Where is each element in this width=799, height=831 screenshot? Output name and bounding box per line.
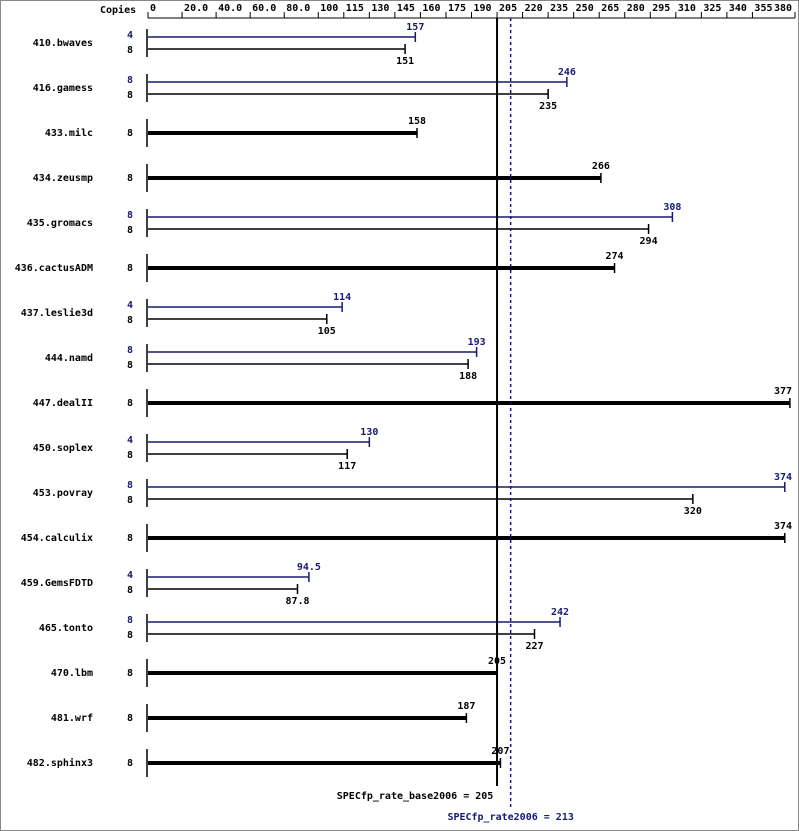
- copies-label: 8: [127, 495, 133, 506]
- x-tick-label: 235: [550, 3, 568, 14]
- copies-label: 4: [127, 300, 133, 311]
- category-label: 470.lbm: [51, 668, 93, 679]
- copies-label: 8: [127, 615, 133, 626]
- category-label: 435.gromacs: [27, 218, 93, 229]
- value-label: 158: [408, 116, 426, 127]
- category-label: 450.soplex: [33, 443, 93, 454]
- value-label: 308: [663, 202, 681, 213]
- value-label: 187: [457, 701, 475, 712]
- x-tick-label: 310: [678, 3, 696, 14]
- x-tick-label: 340: [729, 3, 747, 14]
- x-tick-label: 220: [525, 3, 543, 14]
- category-label: 436.cactusADM: [15, 263, 93, 274]
- copies-label: 8: [127, 668, 133, 679]
- copies-label: 8: [127, 263, 133, 274]
- value-label: 246: [558, 67, 576, 78]
- x-tick-label: 145: [397, 3, 415, 14]
- copies-header: Copies: [100, 4, 136, 16]
- value-label: 105: [318, 326, 336, 337]
- value-label: 374: [774, 521, 792, 532]
- copies-label: 8: [127, 345, 133, 356]
- copies-label: 8: [127, 90, 133, 101]
- reference-label: SPECfp_rate2006 = 213: [447, 812, 573, 823]
- value-label: 242: [551, 607, 569, 618]
- x-tick-label: 265: [601, 3, 619, 14]
- x-tick-label: 115: [346, 3, 364, 14]
- value-label: 130: [360, 427, 378, 438]
- x-tick-label: 100: [320, 3, 338, 14]
- copies-label: 8: [127, 713, 133, 724]
- value-label: 94.5: [297, 562, 321, 573]
- copies-label: 8: [127, 173, 133, 184]
- category-label: 434.zeusmp: [33, 173, 93, 184]
- x-tick-label: 20.0: [184, 3, 208, 14]
- value-label: 87.8: [285, 596, 309, 607]
- value-label: 117: [338, 461, 356, 472]
- category-label: 416.gamess: [33, 83, 93, 94]
- value-label: 114: [333, 292, 351, 303]
- category-label: 465.tonto: [39, 623, 93, 634]
- x-tick-label: 190: [474, 3, 492, 14]
- reference-label: SPECfp_rate_base2006 = 205: [337, 791, 494, 802]
- copies-label: 4: [127, 30, 133, 41]
- category-label: 437.leslie3d: [21, 307, 93, 319]
- copies-label: 8: [127, 533, 133, 544]
- value-label: 374: [774, 472, 792, 483]
- category-label: 410.bwaves: [33, 38, 93, 49]
- x-tick-label: 250: [576, 3, 594, 14]
- category-label: 481.wrf: [51, 713, 93, 724]
- value-label: 320: [684, 506, 702, 517]
- x-tick-label: 80.0: [286, 3, 310, 14]
- copies-label: 8: [127, 758, 133, 769]
- category-label: 459.GemsFDTD: [21, 578, 93, 589]
- category-label: 454.calculix: [21, 532, 93, 544]
- copies-label: 8: [127, 398, 133, 409]
- copies-label: 4: [127, 570, 133, 581]
- x-tick-label: 130: [371, 3, 389, 14]
- copies-label: 8: [127, 128, 133, 139]
- value-label: 157: [406, 22, 424, 33]
- value-label: 227: [525, 641, 543, 652]
- x-tick-label: 280: [627, 3, 645, 14]
- category-label: 482.sphinx3: [27, 757, 93, 769]
- category-label: 433.milc: [45, 127, 93, 139]
- copies-label: 8: [127, 75, 133, 86]
- x-tick-label: 325: [703, 3, 721, 14]
- category-label: 447.dealII: [33, 398, 93, 409]
- x-tick-label: 295: [652, 3, 670, 14]
- value-label: 151: [396, 56, 414, 67]
- value-label: 207: [491, 746, 509, 757]
- copies-label: 8: [127, 225, 133, 236]
- x-tick-label: 160: [422, 3, 440, 14]
- copies-label: 8: [127, 630, 133, 641]
- category-label: 453.povray: [33, 488, 93, 499]
- x-tick-label: 175: [448, 3, 466, 14]
- value-label: 193: [468, 337, 486, 348]
- value-label: 294: [640, 236, 658, 247]
- copies-label: 8: [127, 585, 133, 596]
- value-label: 266: [592, 161, 610, 172]
- copies-label: 8: [127, 315, 133, 326]
- x-tick-label: 380: [774, 3, 792, 14]
- copies-label: 8: [127, 480, 133, 491]
- category-label: 444.namd: [45, 353, 93, 364]
- x-tick-label: 40.0: [218, 3, 242, 14]
- value-label: 377: [774, 386, 792, 397]
- x-tick-label: 0: [150, 3, 156, 14]
- x-tick-label: 355: [754, 3, 772, 14]
- copies-label: 8: [127, 450, 133, 461]
- copies-label: 8: [127, 45, 133, 56]
- copies-label: 8: [127, 210, 133, 221]
- value-label: 188: [459, 371, 477, 382]
- x-tick-label: 205: [499, 3, 517, 14]
- x-tick-label: 60.0: [252, 3, 276, 14]
- copies-label: 4: [127, 435, 133, 446]
- value-label: 235: [539, 101, 557, 112]
- value-label: 274: [605, 251, 623, 262]
- copies-label: 8: [127, 360, 133, 371]
